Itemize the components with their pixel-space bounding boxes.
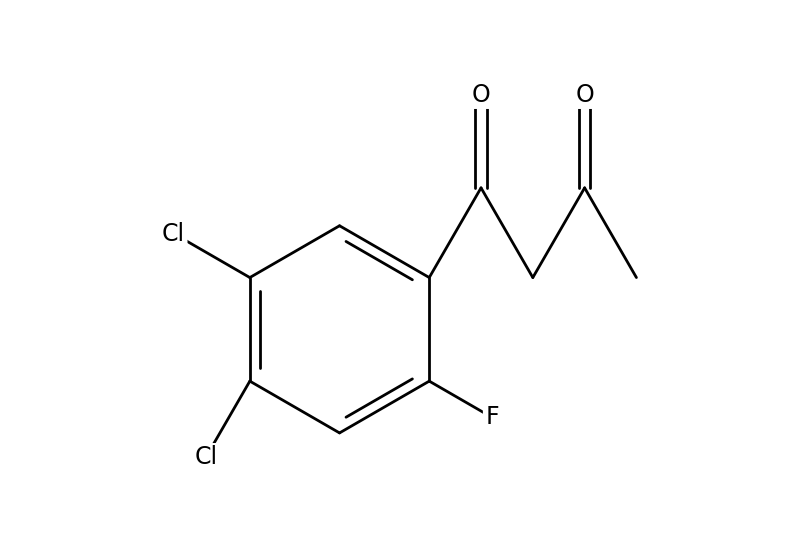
Text: F: F [485, 405, 499, 429]
Text: Cl: Cl [194, 445, 217, 469]
Text: Cl: Cl [162, 221, 185, 246]
Text: O: O [575, 83, 594, 107]
Text: O: O [471, 83, 490, 107]
